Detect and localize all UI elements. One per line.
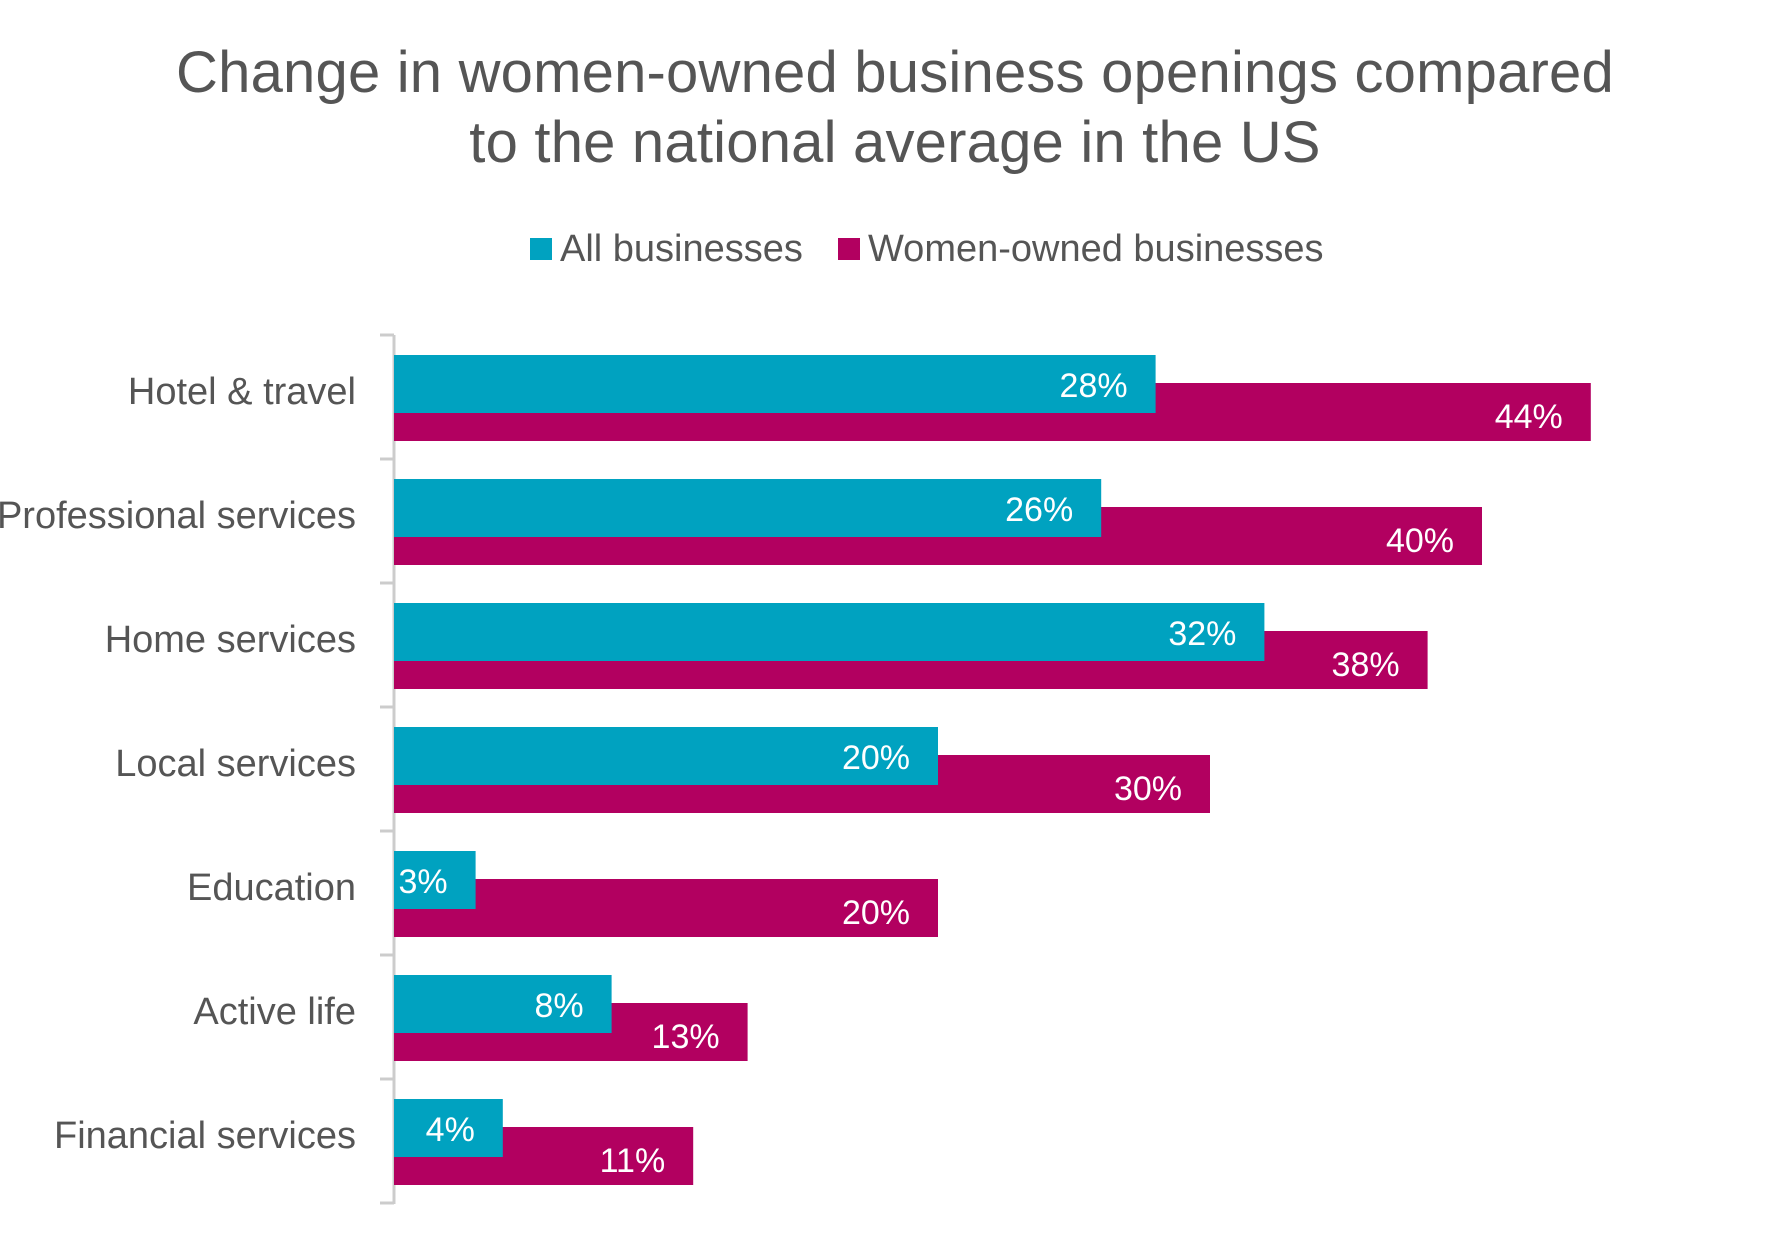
legend-swatch-1: [530, 238, 552, 260]
data-label-women-7: 11%: [600, 1142, 666, 1180]
data-label-all-7: 4%: [426, 1111, 475, 1149]
bar-all-4: [394, 727, 938, 785]
chart-title-line-1: Change in women-owned business openings …: [176, 40, 1614, 105]
data-label-women-3: 38%: [1332, 646, 1400, 684]
data-label-all-6: 8%: [534, 987, 583, 1025]
chart-title: Change in women-owned business openings …: [0, 38, 1790, 178]
data-label-all-3: 32%: [1168, 615, 1236, 653]
category-label-5: Education: [187, 867, 356, 909]
data-label-women-2: 40%: [1386, 522, 1454, 560]
data-label-women-6: 13%: [652, 1018, 720, 1056]
category-label-4: Local services: [115, 743, 356, 785]
bar-all-6: [394, 975, 612, 1033]
category-label-6: Active life: [193, 991, 356, 1033]
category-label-1: Hotel & travel: [128, 371, 356, 413]
bar-all-7: [394, 1099, 503, 1157]
data-label-all-5: 3%: [398, 863, 447, 901]
data-label-all-1: 28%: [1060, 367, 1128, 405]
data-label-women-5: 20%: [842, 894, 910, 932]
bar-all-2: [394, 479, 1102, 537]
data-label-all-4: 20%: [842, 739, 910, 777]
legend-label-1: All businesses: [560, 228, 803, 270]
legend-label-2: Women-owned businesses: [868, 228, 1324, 270]
chart-title-line-2: to the national average in the US: [469, 110, 1321, 175]
bar-women-5: [394, 879, 938, 937]
category-label-7: Financial services: [54, 1115, 356, 1157]
data-label-women-1: 44%: [1495, 398, 1563, 436]
category-label-3: Home services: [105, 619, 356, 661]
legend-swatch-2: [838, 238, 860, 260]
data-label-all-2: 26%: [1005, 491, 1073, 529]
bar-all-3: [394, 603, 1265, 661]
bar-all-5: [394, 851, 476, 909]
bar-all-1: [394, 355, 1156, 413]
category-label-2: Professional services: [0, 495, 356, 537]
data-label-women-4: 30%: [1114, 770, 1182, 808]
